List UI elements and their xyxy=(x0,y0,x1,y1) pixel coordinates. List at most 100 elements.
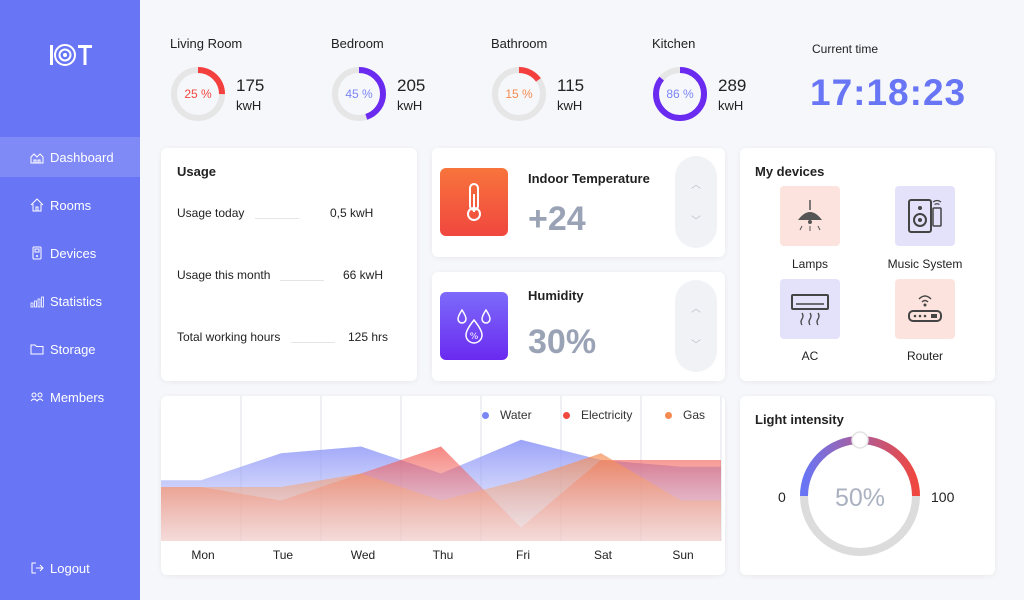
current-time-value: 17:18:23 xyxy=(810,72,967,113)
donut-progress xyxy=(332,67,386,121)
device-label: Music System xyxy=(887,257,963,271)
device-label: Lamps xyxy=(791,257,829,271)
x-tick-label: Tue xyxy=(272,548,294,562)
legend-gas: Gas xyxy=(665,408,705,422)
device-music-system[interactable] xyxy=(895,186,955,246)
usage-row-value: 0,5 kwH xyxy=(330,206,374,220)
donut-progress xyxy=(653,67,707,121)
sidebar-item-rooms[interactable]: Rooms xyxy=(0,185,140,225)
legend-dot xyxy=(482,411,489,419)
light-max: 100 xyxy=(931,489,955,505)
humidity-value: 30% xyxy=(528,323,597,361)
humidity-stepper[interactable]: ︿ ﹀ xyxy=(675,280,717,372)
room-donut xyxy=(332,67,386,121)
sidebar-item-dashboard[interactable]: Dashboard xyxy=(0,137,140,177)
room-value: 205 xyxy=(397,76,426,95)
light-title: Light intensity xyxy=(755,412,844,427)
svg-text:%: % xyxy=(470,332,479,342)
x-tick-label: Sat xyxy=(593,548,612,562)
room-summary-kitchen: Kitchen 86 % 289 kwH xyxy=(652,36,802,126)
legend-label: Gas xyxy=(683,408,706,422)
energy-area-chart xyxy=(161,396,722,541)
usage-row-value: 125 hrs xyxy=(348,330,389,344)
temperature-tile xyxy=(440,168,508,236)
legend-dot xyxy=(563,411,570,419)
room-name: Kitchen xyxy=(652,36,696,51)
light-intensity-card: Light intensity 50% 0 100 xyxy=(740,396,995,575)
room-summary-living-room: Living Room 25 % 175 kwH xyxy=(170,36,320,126)
sidebar-item-label: Rooms xyxy=(50,197,92,213)
devices-title: My devices xyxy=(755,164,825,179)
usage-row-value: 66 kwH xyxy=(343,268,384,282)
x-tick-label: Fri xyxy=(516,548,530,562)
legend-water: Water xyxy=(482,408,532,422)
legend-label: Electricity xyxy=(581,408,633,422)
sidebar-item-statistics[interactable]: Statistics xyxy=(0,281,140,321)
usage-row-label: Total working hours xyxy=(177,330,281,344)
sidebar-item-label: Storage xyxy=(50,341,96,357)
series-area-gas xyxy=(161,453,721,541)
light-gauge[interactable] xyxy=(740,396,995,575)
speaker-icon xyxy=(908,199,942,233)
current-time-label: Current time xyxy=(812,42,879,56)
room-name: Bedroom xyxy=(331,36,384,51)
room-donut xyxy=(492,67,546,121)
folder-icon xyxy=(30,344,44,355)
usage-row-divider xyxy=(255,218,299,219)
temperature-stepper[interactable]: ︿ ﹀ xyxy=(675,156,717,248)
sidebar-item-storage[interactable]: Storage xyxy=(0,329,140,369)
light-value: 50% xyxy=(834,484,886,512)
donut-progress xyxy=(492,67,546,121)
chevron-up-icon[interactable]: ︿ xyxy=(691,180,701,191)
sidebar-item-members[interactable]: Members xyxy=(0,377,140,417)
logout-icon xyxy=(31,562,44,574)
devices-card: My devices Lamps Music System AC Router xyxy=(740,148,995,381)
chevron-up-icon[interactable]: ︿ xyxy=(691,304,701,315)
temperature-value: +24 xyxy=(528,200,586,238)
room-value: 175 xyxy=(236,76,265,95)
donut-progress xyxy=(171,67,225,121)
humidity-card: % Humidity 30% ︿ ﹀ xyxy=(432,272,725,381)
x-tick-label: Mon xyxy=(191,548,215,562)
room-unit: kwH xyxy=(557,98,583,113)
device-ac[interactable] xyxy=(780,279,840,339)
humidity-drops-icon: % xyxy=(457,308,491,344)
room-value: 289 xyxy=(718,76,747,95)
sidebar-item-label: Devices xyxy=(50,245,97,261)
x-tick-label: Wed xyxy=(350,548,376,562)
sidebar-item-devices[interactable]: Devices xyxy=(0,233,140,273)
device-label: Router xyxy=(906,349,944,363)
room-summary-bedroom: Bedroom 45 % 205 kwH xyxy=(331,36,481,126)
x-tick-label: Thu xyxy=(432,548,454,562)
usage-card: Usage Usage today 0,5 kwH Usage this mon… xyxy=(161,148,417,381)
light-gauge-handle[interactable] xyxy=(851,431,869,449)
logout-label: Logout xyxy=(50,560,90,576)
iot-logo xyxy=(50,44,92,66)
device-icon xyxy=(32,246,42,260)
members-icon xyxy=(30,392,44,402)
thermometer-icon xyxy=(467,183,481,221)
room-donut xyxy=(171,67,225,121)
sidebar-item-label: Dashboard xyxy=(50,149,114,165)
device-router[interactable] xyxy=(895,279,955,339)
usage-row-divider xyxy=(280,280,324,281)
legend-label: Water xyxy=(500,408,532,422)
room-name: Bathroom xyxy=(491,36,548,51)
air-conditioner-icon xyxy=(791,294,829,326)
sidebar-item-label: Statistics xyxy=(50,293,103,309)
x-tick-label: Sun xyxy=(672,548,694,562)
humidity-title: Humidity xyxy=(528,288,584,303)
humidity-tile: % xyxy=(440,292,508,360)
chevron-down-icon[interactable]: ﹀ xyxy=(691,216,701,227)
legend-dot xyxy=(665,411,672,419)
room-unit: kwH xyxy=(397,98,423,113)
chevron-down-icon[interactable]: ﹀ xyxy=(691,340,701,351)
device-lamps[interactable] xyxy=(780,186,840,246)
sidebar-item-label: Members xyxy=(50,389,105,405)
temperature-title: Indoor Temperature xyxy=(528,171,650,186)
usage-row-divider xyxy=(291,342,335,343)
bar-chart-icon xyxy=(30,296,44,308)
device-label: AC xyxy=(801,349,819,363)
logout-button[interactable]: Logout xyxy=(0,548,140,588)
room-percent: 25 % xyxy=(184,87,212,101)
